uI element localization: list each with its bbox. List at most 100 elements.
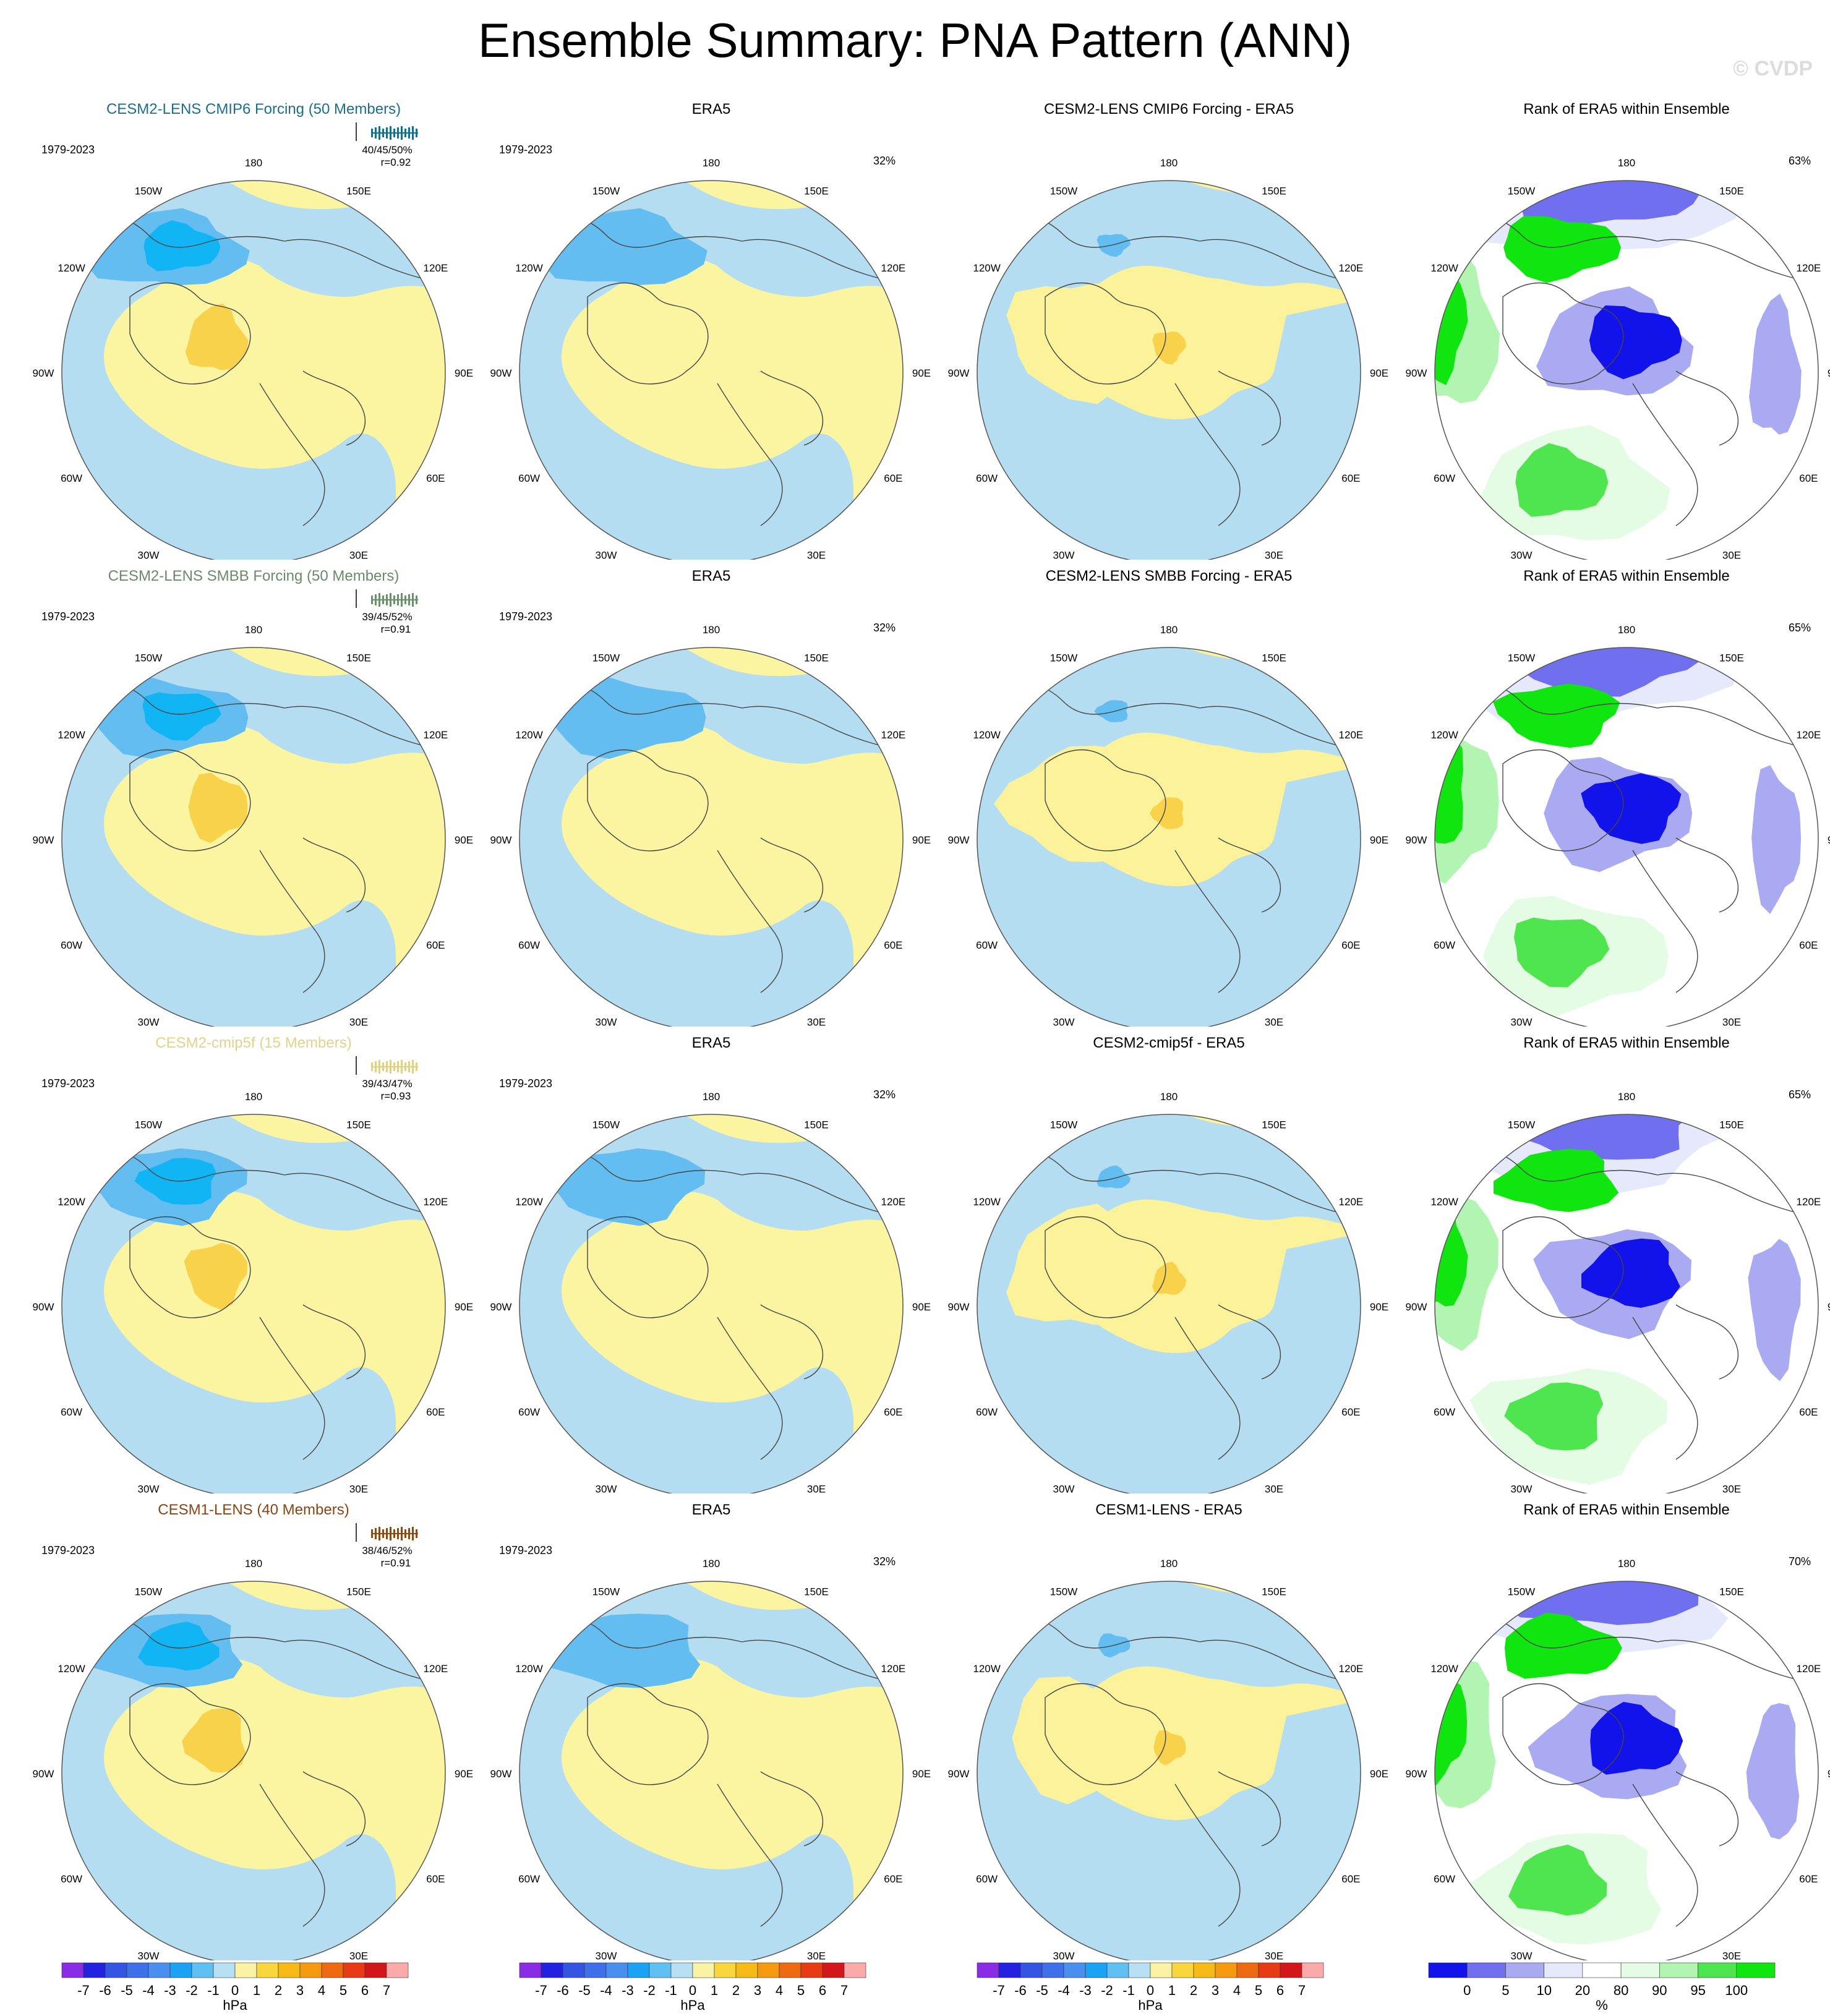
coastline — [1675, 1771, 1738, 1847]
coastline — [1502, 1216, 1624, 1318]
period-label: 1979-2023 — [41, 1544, 95, 1557]
coastline — [1502, 1683, 1624, 1785]
longitude-label: 150W — [1050, 1586, 1077, 1598]
colorbar-tick-label: 3 — [296, 1983, 304, 1998]
period-label: 1979-2023 — [41, 1077, 95, 1090]
longitude-label: 30E — [1265, 1950, 1283, 1960]
diff-panel: CESM2-LENS SMBB Forcing - ERA5 180 150E 120… — [940, 560, 1398, 1027]
longitude-label: 90W — [948, 1768, 970, 1780]
longitude-label: 30E — [349, 1483, 368, 1493]
coastline — [760, 370, 823, 446]
longitude-label: 60W — [1434, 1873, 1455, 1885]
longitude-label: 30E — [1722, 1483, 1741, 1493]
coastline — [717, 1783, 783, 1927]
coastline — [1218, 1771, 1281, 1847]
longitude-label: 120E — [1797, 262, 1821, 274]
diff-panel: CESM2-cmip5f - ERA5180150E120E90E60E30E0… — [940, 1027, 1398, 1493]
colorbar-tick-label: -3 — [1079, 1983, 1092, 1998]
positive-anomaly-core — [1012, 1676, 1161, 1805]
rank-low-peak — [1590, 1702, 1683, 1775]
diff-map-field — [977, 1114, 1361, 1493]
longitude-label: 90W — [948, 834, 970, 846]
longitude-label: 90W — [33, 1768, 54, 1780]
rank-low-core — [1502, 1581, 1699, 1625]
percent-colorbar: 0 5 10 20 80 90 95 100% — [1416, 1960, 1800, 2012]
colorbar-swatch — [1171, 1962, 1194, 1978]
colorbar-swatch — [605, 1962, 628, 1978]
era5-map: ERA51979-202332%180150E120E90E60E30E030W… — [490, 1501, 931, 1960]
rank-low-core — [1515, 181, 1701, 226]
longitude-label: 120W — [515, 1663, 542, 1675]
longitude-label: 60W — [976, 939, 998, 951]
negative-anomaly-peak — [142, 692, 221, 741]
longitude-label: 120W — [1430, 729, 1458, 741]
colorbar-tick-label: 4 — [776, 1983, 783, 1998]
period-label: 1979-2023 — [41, 143, 95, 156]
longitude-label: 150E — [1262, 1119, 1286, 1131]
colorbar-tick-label: 4 — [318, 1983, 325, 1998]
panel-title: ERA5 — [692, 1501, 731, 1518]
longitude-label: 60E — [884, 1873, 902, 1885]
colorbar-swatch — [692, 1962, 715, 1978]
rank-panel: Rank of ERA5 within Ensemble 70% 180 150E 12… — [1398, 1493, 1830, 1960]
colorbar-tick-label: 2 — [275, 1983, 282, 1998]
longitude-label: 120E — [881, 1196, 906, 1208]
colorbar-tick-label: -7 — [993, 1983, 1005, 1998]
colorbar-tick-label: 5 — [340, 1983, 347, 1998]
colorbar-swatch — [1258, 1962, 1281, 1978]
longitude-label: 90E — [1828, 367, 1830, 379]
map-boundary — [977, 1114, 1361, 1493]
coastline — [760, 837, 823, 913]
longitude-label: 150W — [592, 186, 620, 197]
longitude-label: 60E — [884, 1406, 902, 1418]
longitude-label: 30E — [349, 1950, 368, 1960]
longitude-label: 90E — [455, 834, 473, 846]
longitude-label: 30E — [1265, 1483, 1283, 1493]
longitude-label: 30E — [1265, 549, 1283, 560]
colorbar-swatch — [1020, 1962, 1043, 1978]
coastline — [302, 370, 366, 446]
rank-high-core — [1503, 216, 1621, 283]
negative-anomaly-core — [551, 677, 706, 759]
colorbar-swatch — [735, 1962, 758, 1978]
longitude-label: 150E — [346, 186, 371, 197]
longitude-label: 60W — [518, 1873, 540, 1885]
panel-title: Rank of ERA5 within Ensemble — [1523, 101, 1730, 117]
variance-percent: 65% — [1789, 621, 1811, 634]
colorbar-swatch — [61, 1962, 84, 1978]
panel-title: ERA5 — [692, 568, 731, 584]
panel-title: CESM2-LENS SMBB Forcing (50 Members) — [108, 568, 400, 584]
colorbar-swatch — [1193, 1962, 1216, 1978]
colorbar-unit: hPa — [223, 1997, 247, 2012]
longitude-label: 30E — [349, 549, 368, 560]
longitude-label: 180 — [1160, 157, 1178, 169]
longitude-label: 120E — [424, 1196, 448, 1208]
colorbar-tick-label: 1 — [1168, 1983, 1176, 1998]
longitude-label: 180 — [1618, 624, 1635, 636]
colorbar-tick-label: 0 — [1463, 1983, 1471, 1998]
longitude-label: 30W — [1053, 549, 1075, 560]
coastline — [302, 1771, 366, 1847]
longitude-label: 90W — [33, 834, 54, 846]
ens-panel: CESM2-LENS SMBB Forcing (50 Members) 1979… — [25, 560, 482, 1027]
colorbar-swatch — [299, 1962, 322, 1978]
longitude-label: 150E — [804, 652, 829, 664]
longitude-label: 90W — [948, 1301, 970, 1313]
panel-title: CESM2-LENS CMIP6 Forcing - ERA5 — [1044, 101, 1294, 117]
longitude-label: 120E — [881, 729, 906, 741]
panel-title: CESM2-LENS CMIP6 Forcing (50 Members) — [106, 101, 401, 117]
coastline — [1218, 1304, 1281, 1380]
longitude-label: 30W — [596, 549, 617, 560]
longitude-label: 30E — [349, 1016, 368, 1027]
longitude-label: 150E — [1719, 1119, 1744, 1131]
longitude-label: 180 — [1160, 1091, 1178, 1103]
colorbar-swatch — [169, 1962, 192, 1978]
diff-map: CESM1-LENS - ERA5180150E120E90E60E30E030… — [948, 1501, 1388, 1960]
longitude-label: 180 — [245, 624, 262, 636]
colorbar-tick-label: -5 — [121, 1983, 133, 1998]
panel-title: Rank of ERA5 within Ensemble — [1523, 1501, 1730, 1518]
map-boundary — [1434, 1114, 1819, 1493]
longitude-label: 60W — [61, 1406, 82, 1418]
colorbar-swatch — [584, 1962, 607, 1978]
coastline — [1632, 1317, 1698, 1460]
